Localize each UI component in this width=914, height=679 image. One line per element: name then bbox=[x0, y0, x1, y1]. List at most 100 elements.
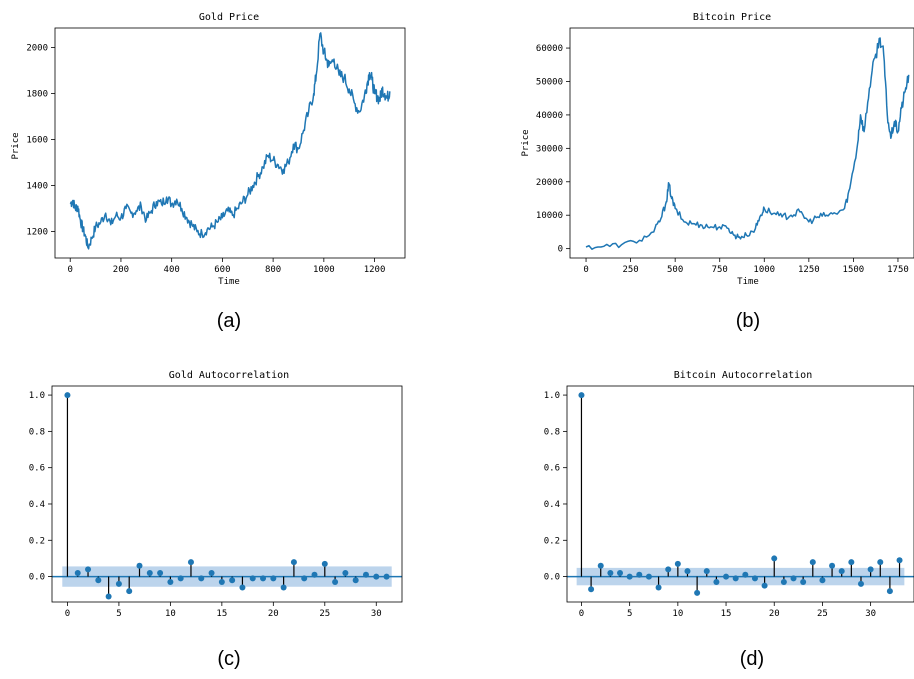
acf-point bbox=[886, 588, 893, 595]
acf-point bbox=[790, 575, 797, 582]
x-tick-label: 30 bbox=[371, 609, 382, 619]
x-tick-label: 600 bbox=[214, 265, 230, 275]
gold-price-axes: 0 200 400 600 800 1000 1200 1200 1400 1600 1800 200… bbox=[26, 27, 406, 275]
acf-point bbox=[362, 571, 369, 578]
acf-point bbox=[342, 569, 349, 576]
acf-point bbox=[819, 577, 826, 584]
gold-price-title: Gold Price bbox=[199, 12, 259, 23]
acf-point bbox=[713, 579, 720, 586]
acf-point bbox=[742, 571, 749, 578]
x-tick-label: 25 bbox=[817, 609, 828, 619]
caption-c: (c) bbox=[217, 648, 240, 670]
axes-frame bbox=[566, 385, 914, 603]
y-tick-label: 0.0 bbox=[29, 573, 45, 583]
acf-point bbox=[208, 569, 215, 576]
x-tick-label: 750 bbox=[712, 265, 728, 275]
acf-point bbox=[703, 568, 710, 575]
acf-point bbox=[674, 560, 681, 567]
acf-point bbox=[321, 560, 328, 567]
bitcoin-price-title: Bitcoin Price bbox=[693, 12, 771, 23]
gold-autocorrelation-axes: 0 5 10 15 20 25 30 0.0 0.2 0.4 0.6 0.8 1.0 bbox=[29, 385, 403, 619]
y-tick-label: 0.6 bbox=[544, 464, 560, 474]
bitcoin-price-xlabel: Time bbox=[737, 277, 759, 287]
y-tick-label: 2000 bbox=[26, 44, 48, 54]
y-tick-label: 0.0 bbox=[544, 573, 560, 583]
x-tick-label: 0 bbox=[579, 609, 584, 619]
y-tick-label: 50000 bbox=[536, 77, 563, 87]
price-series-line bbox=[585, 37, 910, 250]
acf-point bbox=[857, 580, 864, 587]
panel-gold-price: Gold Price 0 200 400 600 800 1000 1200 1200 1400… bbox=[11, 12, 406, 332]
acf-point bbox=[636, 571, 643, 578]
acf-point bbox=[848, 559, 855, 566]
caption-a: (a) bbox=[217, 310, 241, 332]
x-tick-label: 15 bbox=[216, 609, 227, 619]
gold-price-ylabel: Price bbox=[11, 132, 21, 159]
bitcoin-price-axes: 0 250 500 750 1000 1250 1500 1750 0 10000 20000 300… bbox=[536, 27, 914, 275]
acf-point bbox=[771, 555, 778, 562]
acf-point bbox=[352, 577, 359, 584]
panel-gold-autocorrelation: Gold Autocorrelation 0 5 10 15 20 25 300.00.20… bbox=[29, 370, 403, 670]
acf-point bbox=[655, 584, 662, 591]
bitcoin-autocorrelation-title: Bitcoin Autocorrelation bbox=[674, 370, 812, 381]
acf-point bbox=[373, 573, 380, 580]
acf-point bbox=[74, 569, 81, 576]
acf-point bbox=[95, 577, 102, 584]
y-tick-label: 0.2 bbox=[29, 536, 45, 546]
acf-point bbox=[290, 559, 297, 566]
acf-point bbox=[249, 575, 256, 582]
acf-point bbox=[877, 559, 884, 566]
acf-point bbox=[136, 562, 143, 569]
x-tick-label: 800 bbox=[265, 265, 281, 275]
acf-point bbox=[146, 569, 153, 576]
axes-frame bbox=[51, 385, 403, 603]
plot-area bbox=[567, 392, 914, 596]
x-tick-label: 1000 bbox=[753, 265, 775, 275]
acf-point bbox=[85, 566, 92, 573]
acf-point bbox=[800, 579, 807, 586]
gold-price-xlabel: Time bbox=[218, 277, 240, 287]
acf-point bbox=[761, 582, 768, 589]
x-tick-label: 200 bbox=[113, 265, 129, 275]
x-tick-label: 30 bbox=[865, 609, 876, 619]
x-tick-label: 1250 bbox=[798, 265, 820, 275]
axes-frame bbox=[54, 27, 406, 259]
acf-point bbox=[607, 569, 614, 576]
acf-point bbox=[157, 569, 164, 576]
plot-area bbox=[69, 32, 391, 250]
acf-point bbox=[751, 575, 758, 582]
caption-b: (b) bbox=[736, 310, 760, 332]
x-tick-label: 0 bbox=[68, 265, 73, 275]
y-tick-label: 0.6 bbox=[29, 464, 45, 474]
price-series-line bbox=[69, 32, 391, 250]
acf-point bbox=[588, 586, 595, 593]
y-tick-label: 1.0 bbox=[29, 391, 45, 401]
acf-point bbox=[218, 579, 225, 586]
acf-point bbox=[280, 584, 287, 591]
acf-point bbox=[115, 580, 122, 587]
y-tick-label: 0.2 bbox=[544, 536, 560, 546]
x-tick-label: 0 bbox=[583, 265, 588, 275]
y-tick-label: 1400 bbox=[26, 182, 48, 192]
y-tick-label: 40000 bbox=[536, 111, 563, 121]
x-tick-label: 15 bbox=[721, 609, 732, 619]
axes-frame bbox=[569, 27, 914, 259]
acf-point bbox=[809, 559, 816, 566]
panel-bitcoin-autocorrelation: Bitcoin Autocorrelation 0 5 10 15 20 25 300.00… bbox=[544, 370, 914, 670]
acf-point bbox=[270, 575, 277, 582]
acf-point bbox=[838, 568, 845, 575]
y-tick-label: 0.4 bbox=[544, 500, 560, 510]
x-tick-label: 5 bbox=[116, 609, 121, 619]
y-tick-label: 60000 bbox=[536, 44, 563, 54]
x-tick-label: 500 bbox=[667, 265, 683, 275]
acf-point bbox=[311, 571, 318, 578]
acf-point bbox=[578, 392, 585, 399]
x-tick-label: 10 bbox=[672, 609, 683, 619]
acf-point bbox=[867, 566, 874, 573]
acf-point bbox=[126, 588, 133, 595]
x-tick-label: 10 bbox=[165, 609, 176, 619]
acf-point bbox=[229, 577, 236, 584]
y-tick-label: 20000 bbox=[536, 178, 563, 188]
acf-point bbox=[829, 562, 836, 569]
